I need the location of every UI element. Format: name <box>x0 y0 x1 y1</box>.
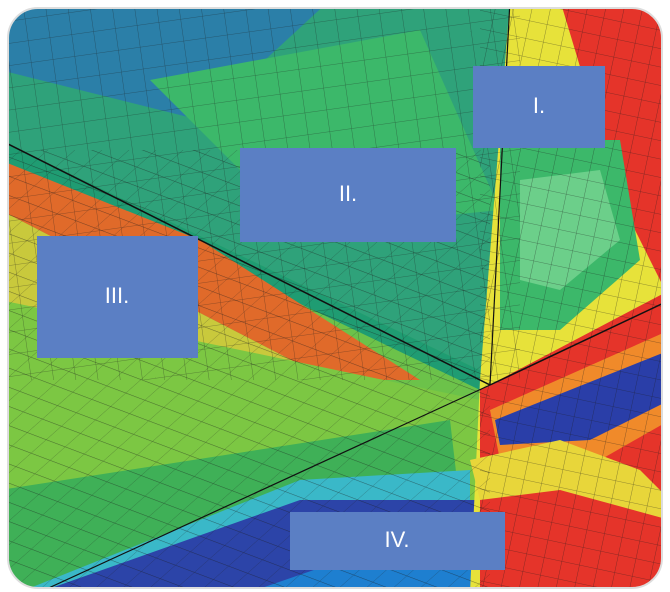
label: IV. <box>385 527 410 552</box>
label: II. <box>339 181 357 206</box>
label: III. <box>105 283 129 308</box>
figure: I. II. III. IV. <box>0 0 670 592</box>
page: {"boxes": [{"label": "I."}, {"label": "I… <box>0 0 670 592</box>
label: I. <box>533 93 545 118</box>
